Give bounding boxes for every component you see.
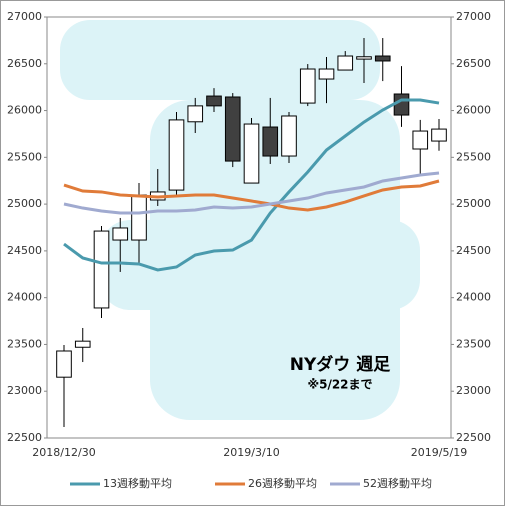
y-tick-label: 23000 <box>7 384 42 397</box>
candle-body <box>262 126 279 157</box>
x-tick-label: 2018/12/30 <box>32 446 95 459</box>
candle-body <box>281 115 297 157</box>
y2-tick-label: 24000 <box>456 291 491 304</box>
candle-body <box>356 56 372 60</box>
y2-tick-label: 24500 <box>456 244 491 257</box>
candle-body <box>206 95 222 107</box>
y2-tick-label: 25000 <box>456 197 491 210</box>
legend-label: 13週移動平均 <box>103 476 172 490</box>
candle-body <box>393 93 410 116</box>
legend-label: 52週移動平均 <box>363 476 432 490</box>
ma-line <box>63 179 440 212</box>
y2-tick-label: 27000 <box>456 10 491 23</box>
plot-area <box>46 16 452 439</box>
watermark <box>60 20 420 420</box>
candle-body <box>168 119 185 191</box>
candle-body <box>187 105 204 123</box>
x-tick-label: 2019/5/19 <box>411 446 467 459</box>
chart-title: NYダウ 週足 <box>290 354 390 375</box>
candle-body <box>299 68 316 104</box>
candle-body <box>337 55 354 71</box>
y2-tick-label: 23500 <box>456 337 491 350</box>
y2-tick-label: 22500 <box>456 431 491 444</box>
candle-body <box>93 230 110 309</box>
y-tick-label: 25500 <box>7 150 42 163</box>
y-tick-label: 24500 <box>7 244 42 257</box>
y2-tick-label: 25500 <box>456 150 491 163</box>
legend-label: 26週移動平均 <box>248 476 317 490</box>
candle-body <box>112 227 129 241</box>
candle-body <box>318 68 335 80</box>
y-tick-label: 26000 <box>7 104 42 117</box>
chart-subtitle: ※5/22まで <box>307 378 372 392</box>
y-tick-label: 27000 <box>7 10 42 23</box>
y-tick-label: 23500 <box>7 337 42 350</box>
candle-body <box>56 350 72 378</box>
candle-body <box>74 340 91 348</box>
ma-line <box>63 171 440 215</box>
y-tick-label: 25000 <box>7 197 42 210</box>
y2-tick-label: 23000 <box>456 384 491 397</box>
candle-body <box>374 55 391 62</box>
y2-tick-label: 26000 <box>456 104 491 117</box>
candle-body <box>243 123 260 184</box>
candle-body <box>431 128 447 142</box>
ma-line <box>63 98 440 272</box>
candle-body <box>412 130 429 150</box>
x-tick-label: 2019/3/10 <box>223 446 279 459</box>
y-tick-label: 26500 <box>7 57 42 70</box>
y-tick-label: 24000 <box>7 291 42 304</box>
candle-body <box>131 194 147 241</box>
y-tick-label: 22500 <box>7 431 42 444</box>
y2-tick-label: 26500 <box>456 57 491 70</box>
candle-body <box>224 96 241 162</box>
